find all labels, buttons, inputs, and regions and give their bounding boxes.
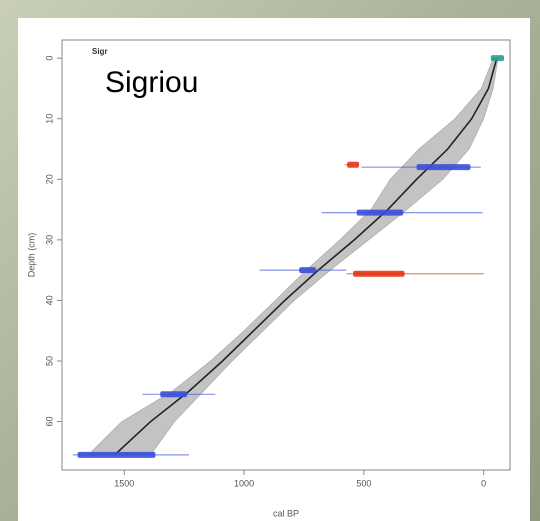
- plot-frame: [61, 39, 511, 471]
- y-tick-label: 0: [44, 56, 54, 61]
- date-core: [490, 55, 505, 62]
- x-tick-label: 0: [481, 478, 486, 488]
- model-mean: [114, 57, 498, 456]
- y-tick-label: 20: [44, 174, 54, 184]
- y-tick-label: 60: [44, 417, 54, 427]
- date-core: [353, 270, 405, 277]
- y-tick-label: 30: [44, 235, 54, 245]
- y-tick-label: 40: [44, 295, 54, 305]
- chart-title: Sigr: [92, 47, 108, 56]
- y-tick-label: 50: [44, 356, 54, 366]
- x-axis-label: cal BP: [273, 508, 299, 518]
- date-core: [77, 451, 156, 458]
- y-axis-label: Depth (cm): [26, 233, 36, 278]
- date-core: [160, 391, 188, 398]
- date-core: [416, 164, 471, 171]
- date-core: [356, 209, 404, 216]
- x-tick-label: 1500: [114, 478, 134, 488]
- y-tick-label: 10: [44, 114, 54, 124]
- chart-panel: [18, 18, 530, 521]
- x-tick-label: 1000: [234, 478, 254, 488]
- x-tick-label: 500: [356, 478, 371, 488]
- date-core: [347, 161, 360, 168]
- annotation: Sigriou: [105, 66, 198, 99]
- date-core: [299, 267, 316, 274]
